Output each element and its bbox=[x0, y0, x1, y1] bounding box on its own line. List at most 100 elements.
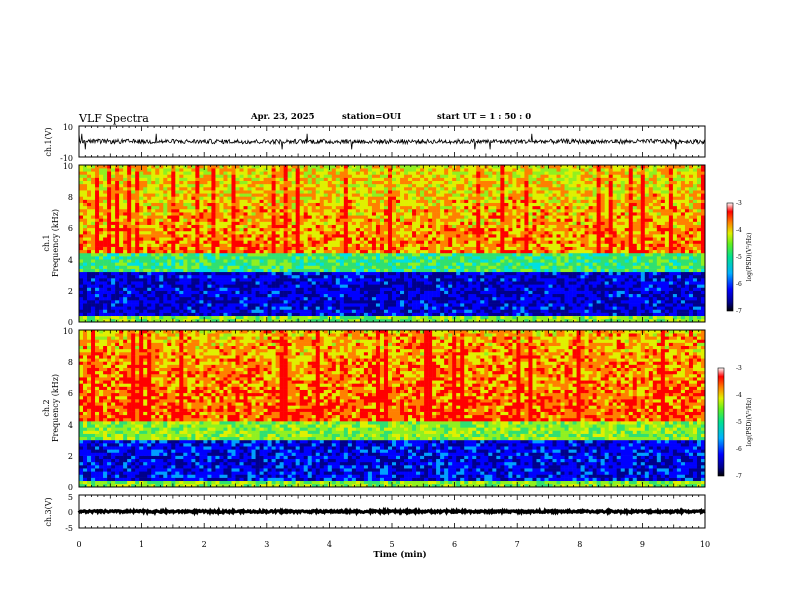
spectrogram-cell bbox=[347, 202, 353, 207]
spectrogram-cell bbox=[207, 318, 212, 323]
spectrogram-cell bbox=[207, 165, 212, 169]
spectrogram-cell bbox=[396, 193, 401, 197]
spectrogram-cell bbox=[387, 296, 393, 301]
spectrogram-cell bbox=[307, 271, 313, 276]
spectrogram-cell bbox=[428, 193, 433, 197]
spectrogram-cell bbox=[452, 246, 457, 251]
spectrogram-cell bbox=[375, 183, 381, 188]
spectrogram-cell bbox=[323, 196, 329, 200]
spectrogram-cell bbox=[263, 240, 268, 244]
spectrogram-cell bbox=[99, 193, 104, 197]
spectrogram-cell bbox=[223, 202, 228, 207]
spectrogram-cell bbox=[191, 309, 196, 313]
spectrogram-cell bbox=[327, 221, 333, 225]
spectrogram-cell bbox=[367, 318, 373, 323]
spectrogram-cell bbox=[123, 224, 128, 229]
spectrogram-cell bbox=[231, 212, 236, 216]
spectrogram-cell bbox=[464, 252, 469, 257]
spectrogram-cell bbox=[343, 168, 349, 172]
spectrogram-cell bbox=[251, 271, 256, 276]
spectrogram-cell bbox=[400, 265, 405, 269]
spectrogram-cell bbox=[327, 284, 333, 288]
spectrogram-cell bbox=[291, 193, 296, 197]
spectrogram-cell bbox=[315, 287, 321, 291]
spectrogram-cell bbox=[271, 249, 276, 254]
spectrogram-cell bbox=[291, 240, 296, 244]
spectrogram-cell bbox=[91, 278, 96, 282]
spectrogram-cell bbox=[351, 312, 357, 317]
spectrogram-cell bbox=[187, 256, 192, 260]
spectrogram-cell bbox=[143, 230, 148, 235]
spectrogram-cell bbox=[123, 205, 128, 210]
spectrogram-cell bbox=[464, 256, 469, 260]
spectrogram-cell bbox=[183, 293, 188, 298]
spectrogram-cell bbox=[416, 186, 421, 191]
spectrogram-cell bbox=[155, 287, 160, 291]
spectrogram-cell bbox=[412, 249, 417, 254]
spectrogram-cell bbox=[311, 246, 317, 251]
spectrogram-cell bbox=[143, 303, 148, 307]
spectrogram-cell bbox=[275, 227, 280, 232]
spectrogram-cell bbox=[472, 271, 477, 276]
spectrogram-cell bbox=[167, 237, 172, 241]
spectrogram-cell bbox=[416, 196, 421, 200]
spectrogram-cell bbox=[303, 218, 309, 222]
spectrogram-cell bbox=[379, 296, 385, 301]
spectrogram-cell bbox=[207, 243, 212, 247]
spectrogram-cell bbox=[299, 246, 305, 251]
spectrogram-cell bbox=[235, 274, 240, 279]
spectrogram-cell bbox=[404, 186, 409, 191]
spectrogram-cell bbox=[347, 243, 353, 247]
spectrogram-cell bbox=[135, 249, 140, 254]
spectrogram-cell bbox=[111, 290, 116, 295]
spectrogram-cell bbox=[432, 303, 437, 307]
spectrogram-cell bbox=[119, 293, 124, 298]
spectrogram-cell bbox=[163, 281, 168, 285]
spectrogram-cell bbox=[255, 300, 260, 304]
spectrogram-cell bbox=[428, 215, 433, 219]
spectrogram-cell bbox=[179, 262, 184, 266]
spectrogram-cell bbox=[243, 312, 248, 317]
spectrogram-cell bbox=[175, 252, 180, 257]
spectrogram-cell bbox=[331, 300, 337, 304]
spectrogram-cell bbox=[119, 256, 124, 260]
spectrogram-cell bbox=[163, 205, 168, 210]
spectrogram-cell bbox=[319, 193, 325, 197]
spectrogram-cell bbox=[103, 186, 108, 191]
spectrogram-cell bbox=[424, 271, 429, 276]
spectrogram-cell bbox=[163, 246, 168, 251]
spectrogram-cell bbox=[363, 259, 369, 263]
spectrogram-cell bbox=[315, 190, 321, 194]
spectrogram-cell bbox=[79, 303, 84, 307]
spectrogram-cell bbox=[247, 296, 252, 301]
spectrogram-cell bbox=[251, 293, 256, 298]
spectrogram-cell bbox=[223, 293, 228, 298]
spectrogram-cell bbox=[307, 262, 313, 266]
spectrogram-cell bbox=[416, 234, 421, 238]
spectrogram-cell bbox=[163, 249, 168, 254]
spectrogram-cell bbox=[95, 215, 100, 219]
spectrogram-cell bbox=[367, 215, 373, 219]
spectrogram-cell bbox=[456, 183, 461, 188]
spectrogram-cell bbox=[436, 196, 441, 200]
spectrogram-cell bbox=[331, 278, 337, 282]
spectrogram-cell bbox=[420, 296, 425, 301]
spectrogram-cell bbox=[375, 186, 381, 191]
spectrogram-cell bbox=[468, 190, 473, 194]
spectrogram-cell bbox=[291, 259, 296, 263]
spectrogram-cell bbox=[127, 218, 132, 222]
spectrogram-cell bbox=[159, 246, 164, 251]
spectrogram-cell bbox=[303, 281, 309, 285]
spectrogram-cell bbox=[343, 190, 349, 194]
spectrogram-cell bbox=[295, 215, 300, 219]
spectrogram-cell bbox=[432, 274, 437, 279]
spectrogram-cell bbox=[400, 318, 405, 323]
spectrogram-cell bbox=[440, 237, 445, 241]
spectrogram-cell bbox=[303, 262, 309, 266]
spectrogram-cell bbox=[167, 246, 172, 251]
spectrogram-cell bbox=[139, 309, 144, 313]
spectrogram-cell bbox=[387, 177, 393, 181]
spectrogram-cell bbox=[267, 240, 272, 244]
spectrogram-cell bbox=[311, 168, 317, 172]
spectrogram-cell bbox=[456, 290, 461, 295]
